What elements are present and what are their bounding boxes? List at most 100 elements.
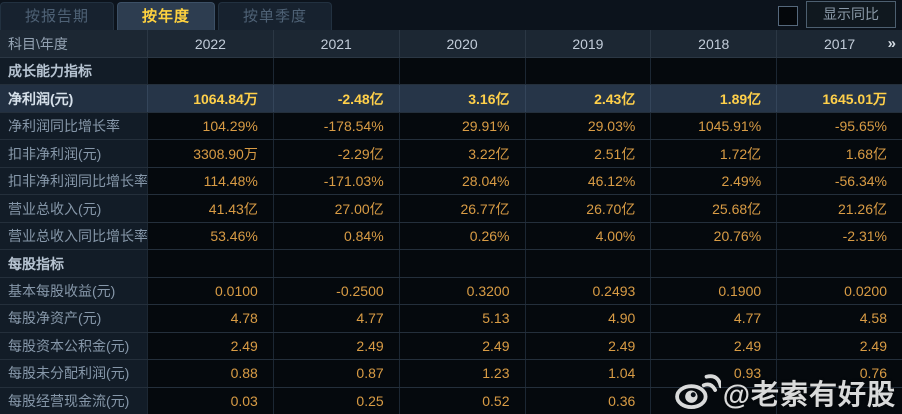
cell-value: 4.00% (524, 222, 651, 250)
table-row[interactable]: 营业总收入同比增长率 53.46% 0.84% 0.26% 4.00% 20.76% -2.… (0, 222, 902, 251)
row-label: 每股未分配利润(元) (0, 360, 147, 387)
cell-value: -2.48亿 (272, 85, 399, 112)
cell-value: 2.49 (398, 332, 525, 360)
cell-value: 3.22亿 (398, 140, 525, 167)
cell-value: 0.2493 (524, 277, 651, 305)
cell-value: 1045.91% (650, 112, 777, 140)
cell-value (776, 58, 902, 85)
cell-value: 4.90 (524, 305, 651, 332)
table-header-row: 科目\年度 2022 2021 2020 2019 2018 2017 » (0, 30, 902, 58)
cell-value: 0.0200 (776, 277, 902, 305)
cell-value: 0.3200 (398, 277, 525, 305)
financial-table-body: 成长能力指标 净利润(元) 1064.84万 -2.48亿 3.16亿 2.43亿 1.89… (0, 58, 902, 414)
cell-value (524, 250, 651, 277)
cell-value: 1.04 (524, 360, 651, 387)
year-header-2022[interactable]: 2022 (147, 30, 273, 57)
year-header-2021[interactable]: 2021 (272, 30, 399, 57)
cell-value: 2.51亿 (524, 140, 651, 167)
cell-value: 29.91% (398, 112, 525, 140)
cell-value: 4.77 (272, 305, 399, 332)
cell-value: 1.89亿 (650, 85, 777, 112)
cell-value: 0.1900 (650, 277, 777, 305)
cell-value (272, 58, 399, 85)
tab-quarterly[interactable]: 按单季度 (218, 2, 333, 30)
cell-value: -56.34% (776, 167, 902, 195)
cell-value: 0.84% (272, 222, 399, 250)
cell-value (147, 58, 273, 85)
more-years-chevron-icon[interactable]: » (887, 35, 896, 52)
cell-value: 4.77 (650, 305, 777, 332)
row-label: 每股指标 (0, 250, 147, 277)
cell-value: 41.43亿 (147, 195, 273, 222)
cell-value: 2.49 (776, 332, 902, 360)
cell-value: 1.23 (398, 360, 525, 387)
year-header-2017[interactable]: 2017 » (776, 30, 902, 57)
row-label: 净利润(元) (0, 85, 147, 112)
year-header-2017-label: 2017 (824, 35, 856, 52)
cell-value: 46.12% (524, 167, 651, 195)
year-header-2019[interactable]: 2019 (524, 30, 651, 57)
cell-value (650, 250, 777, 277)
cell-value: 1645.01万 (776, 85, 902, 112)
cell-value: 2.49 (272, 332, 399, 360)
row-label: 净利润同比增长率 (0, 112, 147, 140)
tab-annual[interactable]: 按年度 (117, 2, 216, 30)
cell-value: 0.52 (398, 387, 525, 414)
tab-report-period[interactable]: 按报告期 (0, 2, 115, 30)
year-header-2020[interactable]: 2020 (398, 30, 525, 57)
cell-value (272, 250, 399, 277)
cell-value: -178.54% (272, 112, 399, 140)
table-row[interactable]: 基本每股收益(元) 0.0100 -0.2500 0.3200 0.2493 0.1900… (0, 277, 902, 306)
cell-value: 2.49 (524, 332, 651, 360)
table-row[interactable]: 扣非净利润同比增长率 114.48% -171.03% 28.04% 46.12% 2.4… (0, 167, 902, 196)
cell-value: 20.76% (650, 222, 777, 250)
cell-value (398, 58, 525, 85)
table-row[interactable]: 每股指标 (0, 250, 902, 278)
show-yoy-label[interactable]: 显示同比 (806, 1, 896, 28)
table-row[interactable]: 每股经营现金流(元) 0.03 0.25 0.52 0.36 (0, 387, 902, 414)
cell-value (776, 387, 902, 414)
row-label: 每股经营现金流(元) (0, 387, 147, 414)
row-label: 扣非净利润同比增长率 (0, 167, 147, 195)
table-row[interactable]: 净利润(元) 1064.84万 -2.48亿 3.16亿 2.43亿 1.89亿 1645.… (0, 85, 902, 113)
cell-value: 4.78 (147, 305, 273, 332)
table-row[interactable]: 净利润同比增长率 104.29% -178.54% 29.91% 29.03% 1045.… (0, 112, 902, 141)
cell-value: 0.0100 (147, 277, 273, 305)
cell-value: 2.49 (650, 332, 777, 360)
cell-value: -171.03% (272, 167, 399, 195)
cell-value: 5.13 (398, 305, 525, 332)
table-row[interactable]: 每股净资产(元) 4.78 4.77 5.13 4.90 4.77 4.58 (0, 305, 902, 333)
table-row[interactable]: 营业总收入(元) 41.43亿 27.00亿 26.77亿 26.70亿 25.68亿 21… (0, 195, 902, 223)
cell-value: 3.16亿 (398, 85, 525, 112)
table-row[interactable]: 每股资本公积金(元) 2.49 2.49 2.49 2.49 2.49 2.49 (0, 332, 902, 361)
cell-value: 2.49% (650, 167, 777, 195)
cell-value: 0.76 (776, 360, 902, 387)
cell-value: -2.29亿 (272, 140, 399, 167)
cell-value: 0.87 (272, 360, 399, 387)
cell-value: 0.88 (147, 360, 273, 387)
cell-value: -2.31% (776, 222, 902, 250)
cell-value: 25.68亿 (650, 195, 777, 222)
cell-value: 4.58 (776, 305, 902, 332)
cell-value (650, 58, 777, 85)
table-row[interactable]: 每股未分配利润(元) 0.88 0.87 1.23 1.04 0.93 0.76 (0, 360, 902, 388)
cell-value: 1.72亿 (650, 140, 777, 167)
row-label: 每股净资产(元) (0, 305, 147, 332)
year-header-2018[interactable]: 2018 (650, 30, 776, 57)
cell-value: 1064.84万 (147, 85, 273, 112)
table-row[interactable]: 扣非净利润(元) 3308.90万 -2.29亿 3.22亿 2.51亿 1.72亿 1.6… (0, 140, 902, 168)
row-label: 成长能力指标 (0, 58, 147, 85)
cell-value: 104.29% (147, 112, 273, 140)
row-label: 营业总收入(元) (0, 195, 147, 222)
cell-value (524, 58, 651, 85)
cell-value: 26.70亿 (524, 195, 651, 222)
cell-value: 26.77亿 (398, 195, 525, 222)
cell-value: 21.26亿 (776, 195, 902, 222)
cell-value: 0.93 (650, 360, 777, 387)
show-yoy-checkbox[interactable] (778, 6, 798, 26)
cell-value: 0.36 (524, 387, 651, 414)
cell-value: 1.68亿 (776, 140, 902, 167)
table-row[interactable]: 成长能力指标 (0, 58, 902, 86)
cell-value: 28.04% (398, 167, 525, 195)
